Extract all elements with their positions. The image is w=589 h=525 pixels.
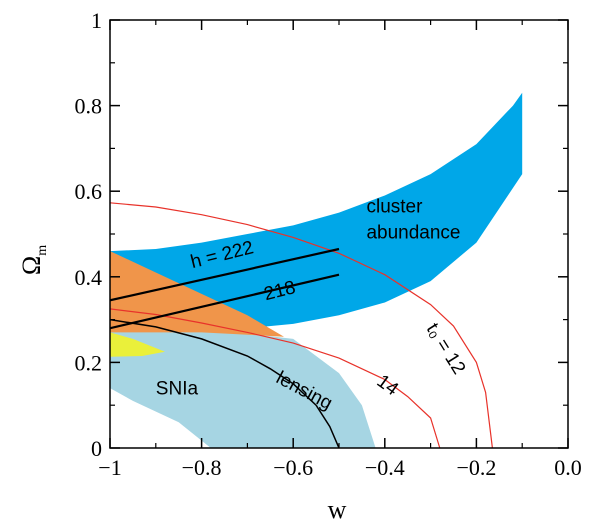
label-cluster-abundance: cluster bbox=[366, 197, 423, 218]
region-cluster bbox=[110, 92, 523, 329]
x-tick-label: −0.6 bbox=[273, 455, 313, 480]
region-yellow bbox=[110, 332, 165, 357]
curve-t0-12 bbox=[110, 202, 493, 448]
label-t0-12: t₀ = 12 bbox=[422, 320, 469, 379]
x-tick-label: −1 bbox=[98, 455, 121, 480]
x-tick-label: −0.8 bbox=[182, 455, 222, 480]
region-overlap bbox=[110, 251, 284, 337]
x-axis-label: w bbox=[328, 495, 347, 524]
line-h-222 bbox=[110, 247, 340, 302]
axis-ticks: −1 −0.8 −0.6 −0.4 −0.2 0.0 0 0.2 0.4 0.6 0.8 1 bbox=[75, 8, 582, 480]
y-tick-label: 0.4 bbox=[75, 265, 103, 290]
y-tick-label: 0 bbox=[91, 436, 102, 461]
x-tick-label: −0.2 bbox=[456, 455, 496, 480]
label-cluster-abundance: abundance bbox=[366, 223, 460, 244]
y-axis-label-main: Ω bbox=[17, 256, 46, 275]
curve-lensing bbox=[110, 318, 340, 448]
y-tick-label: 0.8 bbox=[75, 94, 103, 119]
y-tick-label: 0.6 bbox=[75, 179, 103, 204]
curve-t0-14 bbox=[110, 308, 441, 448]
x-tick-label: −0.4 bbox=[365, 455, 405, 480]
label-snia: SNIa bbox=[156, 379, 199, 400]
region-snia bbox=[110, 323, 376, 448]
y-tick-label: 1 bbox=[91, 8, 102, 33]
line-h-218 bbox=[110, 273, 340, 330]
curves bbox=[110, 202, 493, 448]
y-axis-label-sub: m bbox=[35, 245, 50, 256]
x-tick-label: 0.0 bbox=[554, 455, 582, 480]
y-axis-label: Ωm bbox=[17, 245, 50, 275]
shaded-regions bbox=[110, 92, 523, 448]
y-tick-label: 0.2 bbox=[75, 350, 103, 375]
